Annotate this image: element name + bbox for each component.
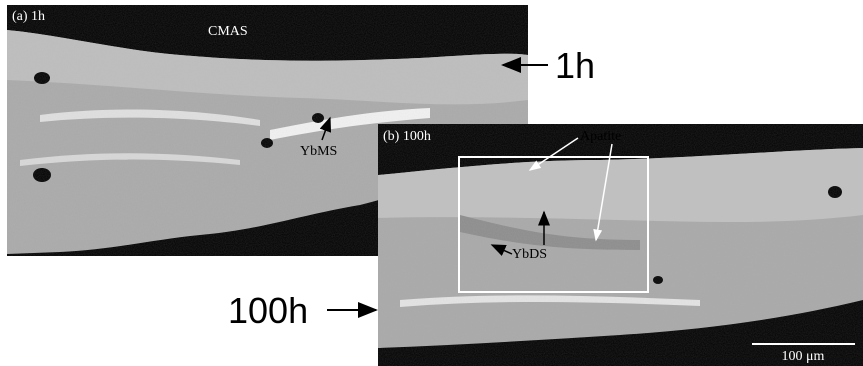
callout-label: 100h xyxy=(228,290,308,331)
annotation: CMAS xyxy=(208,24,248,39)
figure: (a) 1h CMAS YbMS 1h (b) 100h Apatite YbD… xyxy=(0,0,863,366)
scale-bar-label: 100 μm xyxy=(782,349,825,364)
annotation: Apatite xyxy=(580,129,621,144)
annotation: YbDS xyxy=(512,247,547,262)
texture xyxy=(378,124,863,366)
callout-label: 1h xyxy=(555,45,595,86)
annotation: YbMS xyxy=(300,144,337,159)
panel-label: (b) 100h xyxy=(383,129,431,144)
panel-label: (a) 1h xyxy=(12,9,45,24)
panel-b: (b) 100h Apatite YbDS 100 μm xyxy=(378,124,863,366)
